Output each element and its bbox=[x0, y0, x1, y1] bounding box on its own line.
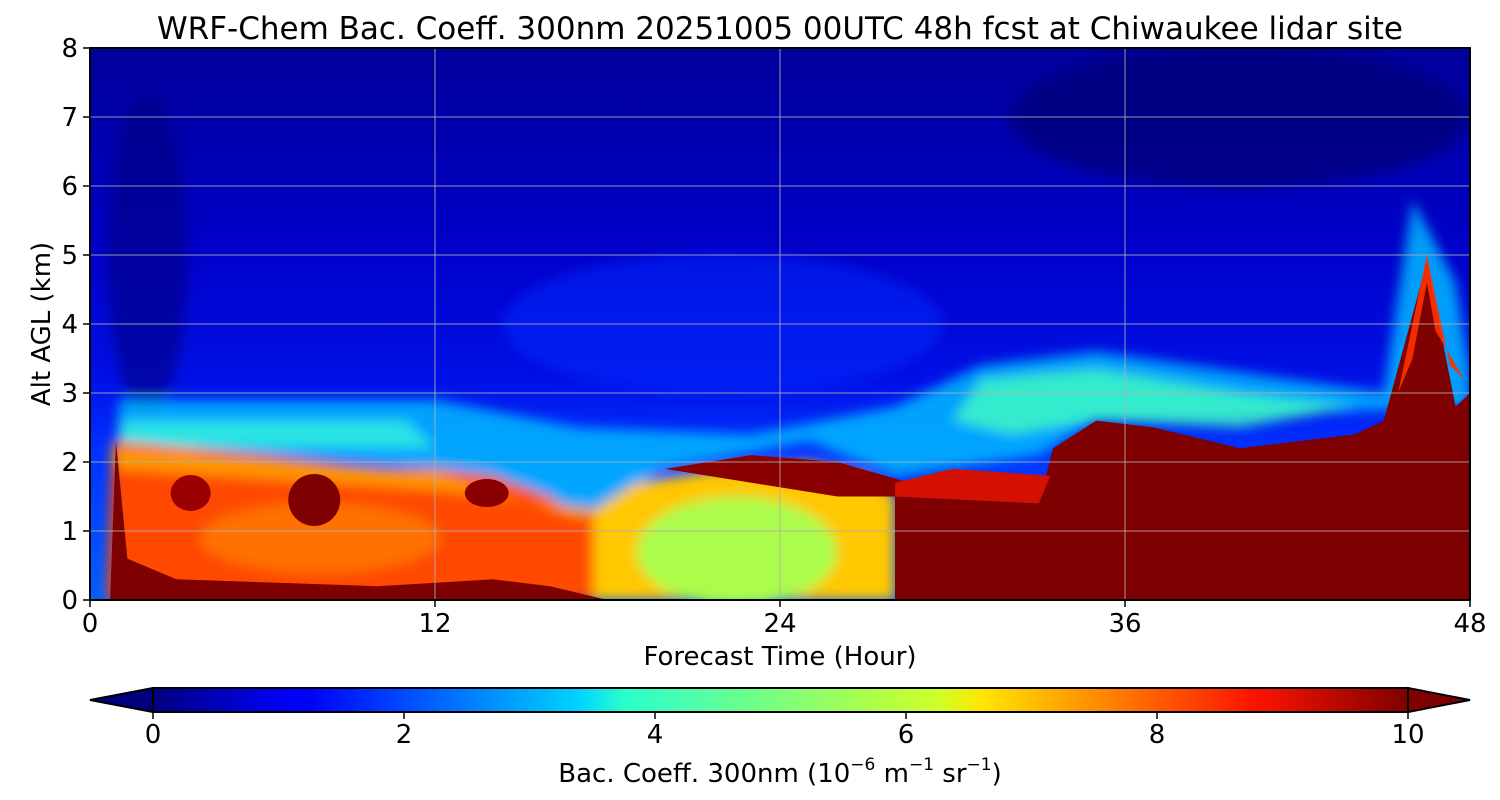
y-tick-label: 5 bbox=[61, 241, 78, 271]
colorbar: 0 2 4 6 8 10 Bac. Coeff. 300nm (10−6 m−1 sr−1… bbox=[89, 686, 1471, 789]
x-tick-label: 36 bbox=[1108, 609, 1141, 639]
y-tick-label: 2 bbox=[61, 448, 78, 478]
field-cyan-strip bbox=[118, 420, 436, 449]
colorbar-tick-label: 8 bbox=[1149, 720, 1166, 750]
field-cyan-layer bbox=[118, 199, 1470, 518]
y-tick-label: 3 bbox=[61, 379, 78, 409]
x-axis-label: Forecast Time (Hour) bbox=[643, 642, 916, 672]
y-tick-label: 6 bbox=[61, 172, 78, 202]
field-green-region bbox=[636, 496, 837, 600]
colorbar-tick-label: 0 bbox=[145, 720, 162, 750]
field-core-cell-2 bbox=[170, 475, 211, 512]
colorbar-extend-min bbox=[89, 686, 154, 714]
field-core-right bbox=[895, 261, 1470, 600]
y-axis-label: Alt AGL (km) bbox=[27, 242, 57, 406]
colorbar-label: Bac. Coeff. 300nm (10−6 m−1 sr−1) bbox=[558, 755, 1001, 789]
y-tick-label: 4 bbox=[61, 310, 78, 340]
heatmap-fields bbox=[107, 48, 1470, 600]
field-soft-layer bbox=[107, 48, 1470, 600]
y-tick-label: 8 bbox=[61, 34, 78, 64]
y-axis-ticks: 0 1 2 3 4 5 6 7 8 bbox=[61, 34, 90, 616]
field-red-edge bbox=[895, 468, 1051, 504]
x-axis-ticks: 0 12 24 36 48 bbox=[82, 600, 1487, 639]
field-core-near-surface bbox=[110, 441, 608, 600]
x-tick-label: 12 bbox=[418, 609, 451, 639]
y-tick-label: 0 bbox=[61, 586, 78, 616]
colorbar-frame bbox=[152, 687, 1409, 713]
y-tick-label: 1 bbox=[61, 517, 78, 547]
colorbar-tick-label: 10 bbox=[1391, 720, 1424, 750]
grid-lines bbox=[90, 48, 1470, 600]
y-tick-label: 7 bbox=[61, 103, 78, 133]
colorbar-tick-label: 6 bbox=[898, 720, 915, 750]
colorbar-extend-max bbox=[1407, 686, 1471, 714]
field-green-layer bbox=[952, 368, 1355, 435]
field-core-band bbox=[665, 455, 924, 497]
colorbar-tick-label: 4 bbox=[647, 720, 664, 750]
field-orange-blob bbox=[200, 502, 440, 573]
x-tick-label: 24 bbox=[763, 609, 796, 639]
chart-title: WRF-Chem Bac. Coeff. 300nm 20251005 00UT… bbox=[157, 11, 1403, 47]
field-core-cell-1 bbox=[288, 473, 341, 526]
field-sharp-layer bbox=[110, 255, 1470, 600]
colorbar-gradient bbox=[153, 688, 1408, 712]
x-tick-label: 0 bbox=[82, 609, 99, 639]
field-boundary-top-edge bbox=[110, 448, 608, 518]
field-plume-edge bbox=[1398, 255, 1465, 393]
field-core-cell-3 bbox=[464, 479, 509, 508]
x-tick-label: 48 bbox=[1453, 609, 1486, 639]
colorbar-tick-label: 2 bbox=[396, 720, 413, 750]
colorbar-ticks: 0 2 4 6 8 10 bbox=[145, 712, 1425, 750]
